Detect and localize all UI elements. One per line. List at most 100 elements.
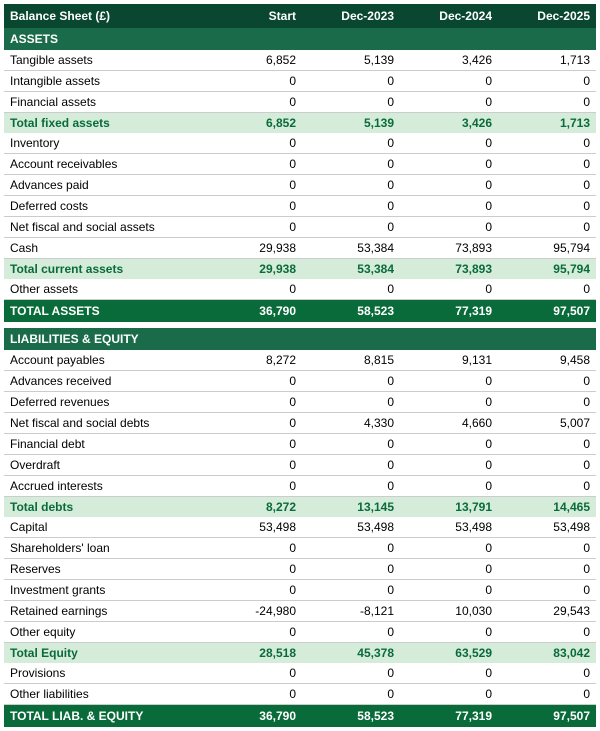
cell-value: 0 [400,455,498,476]
total-row: TOTAL ASSETS36,79058,52377,31997,507 [4,300,596,323]
cell-value: 10,030 [400,601,498,622]
cell-value: 0 [400,663,498,684]
cell-value: 0 [204,392,302,413]
cell-value: 0 [400,580,498,601]
data-row: Reserves0000 [4,559,596,580]
cell-value: 0 [400,538,498,559]
row-label: Other equity [4,622,204,643]
row-label: Total fixed assets [4,113,204,134]
cell-value: 0 [204,622,302,643]
cell-value: 0 [498,455,596,476]
cell-value: 0 [204,434,302,455]
row-label: Deferred revenues [4,392,204,413]
cell-value: 0 [400,133,498,154]
cell-value: 3,426 [400,50,498,71]
cell-value: 0 [302,371,400,392]
cell-value: 0 [498,559,596,580]
cell-value: 0 [204,559,302,580]
row-label: LIABILITIES & EQUITY [4,328,596,350]
data-row: Deferred costs0000 [4,196,596,217]
cell-value: 58,523 [302,300,400,323]
cell-value: 28,518 [204,643,302,664]
data-row: Other liabilities0000 [4,684,596,705]
cell-value: 0 [400,622,498,643]
cell-value: 0 [302,71,400,92]
row-label: Tangible assets [4,50,204,71]
cell-value: 8,815 [302,350,400,371]
cell-value: 5,139 [302,50,400,71]
cell-value: 4,660 [400,413,498,434]
cell-value: 0 [302,476,400,497]
cell-value: 13,791 [400,497,498,518]
row-label: Reserves [4,559,204,580]
data-row: Accrued interests0000 [4,476,596,497]
col-header: Start [204,4,302,28]
cell-value: 73,893 [400,238,498,259]
data-row: Advances received0000 [4,371,596,392]
row-label: Total Equity [4,643,204,664]
cell-value: 0 [302,622,400,643]
cell-value: 8,272 [204,350,302,371]
subtotal-row: Total fixed assets6,8525,1393,4261,713 [4,113,596,134]
data-row: Account payables8,2728,8159,1319,458 [4,350,596,371]
cell-value: 0 [302,684,400,705]
cell-value: 0 [302,196,400,217]
cell-value: 0 [400,559,498,580]
cell-value: 0 [204,413,302,434]
row-label: Other liabilities [4,684,204,705]
cell-value: 0 [498,580,596,601]
cell-value: 53,384 [302,238,400,259]
cell-value: 53,498 [204,517,302,538]
cell-value: 0 [302,92,400,113]
cell-value: 0 [498,92,596,113]
row-label: Net fiscal and social assets [4,217,204,238]
row-label: Retained earnings [4,601,204,622]
row-label: Cash [4,238,204,259]
cell-value: 0 [400,434,498,455]
cell-value: 73,893 [400,259,498,280]
cell-value: 0 [204,154,302,175]
cell-value: 45,378 [302,643,400,664]
row-label: Accrued interests [4,476,204,497]
row-label: Account receivables [4,154,204,175]
cell-value: 0 [498,196,596,217]
data-row: Overdraft0000 [4,455,596,476]
data-row: Net fiscal and social debts04,3304,6605,… [4,413,596,434]
subtotal-row: Total Equity28,51845,37863,52983,042 [4,643,596,664]
cell-value: 77,319 [400,300,498,323]
cell-value: 0 [400,476,498,497]
data-row: Advances paid0000 [4,175,596,196]
data-row: Other equity0000 [4,622,596,643]
cell-value: 95,794 [498,259,596,280]
col-header: Dec-2024 [400,4,498,28]
row-label: Intangible assets [4,71,204,92]
cell-value: 97,507 [498,300,596,323]
cell-value: 97,507 [498,705,596,728]
cell-value: 0 [204,371,302,392]
cell-value: 0 [204,196,302,217]
cell-value: 6,852 [204,50,302,71]
cell-value: 0 [302,434,400,455]
cell-value: 0 [302,538,400,559]
data-row: Account receivables0000 [4,154,596,175]
cell-value: 8,272 [204,497,302,518]
cell-value: 9,131 [400,350,498,371]
cell-value: 0 [498,476,596,497]
subtotal-row: Total current assets29,93853,38473,89395… [4,259,596,280]
data-row: Financial debt0000 [4,434,596,455]
cell-value: 5,007 [498,413,596,434]
cell-value: 0 [204,684,302,705]
cell-value: 53,498 [400,517,498,538]
row-label: Financial assets [4,92,204,113]
data-row: Inventory0000 [4,133,596,154]
cell-value: 29,938 [204,238,302,259]
data-row: Investment grants0000 [4,580,596,601]
cell-value: 0 [302,133,400,154]
row-label: Investment grants [4,580,204,601]
row-label: TOTAL ASSETS [4,300,204,323]
cell-value: 0 [400,154,498,175]
cell-value: 0 [498,371,596,392]
row-label: Account payables [4,350,204,371]
cell-value: 0 [204,92,302,113]
cell-value: 0 [204,663,302,684]
